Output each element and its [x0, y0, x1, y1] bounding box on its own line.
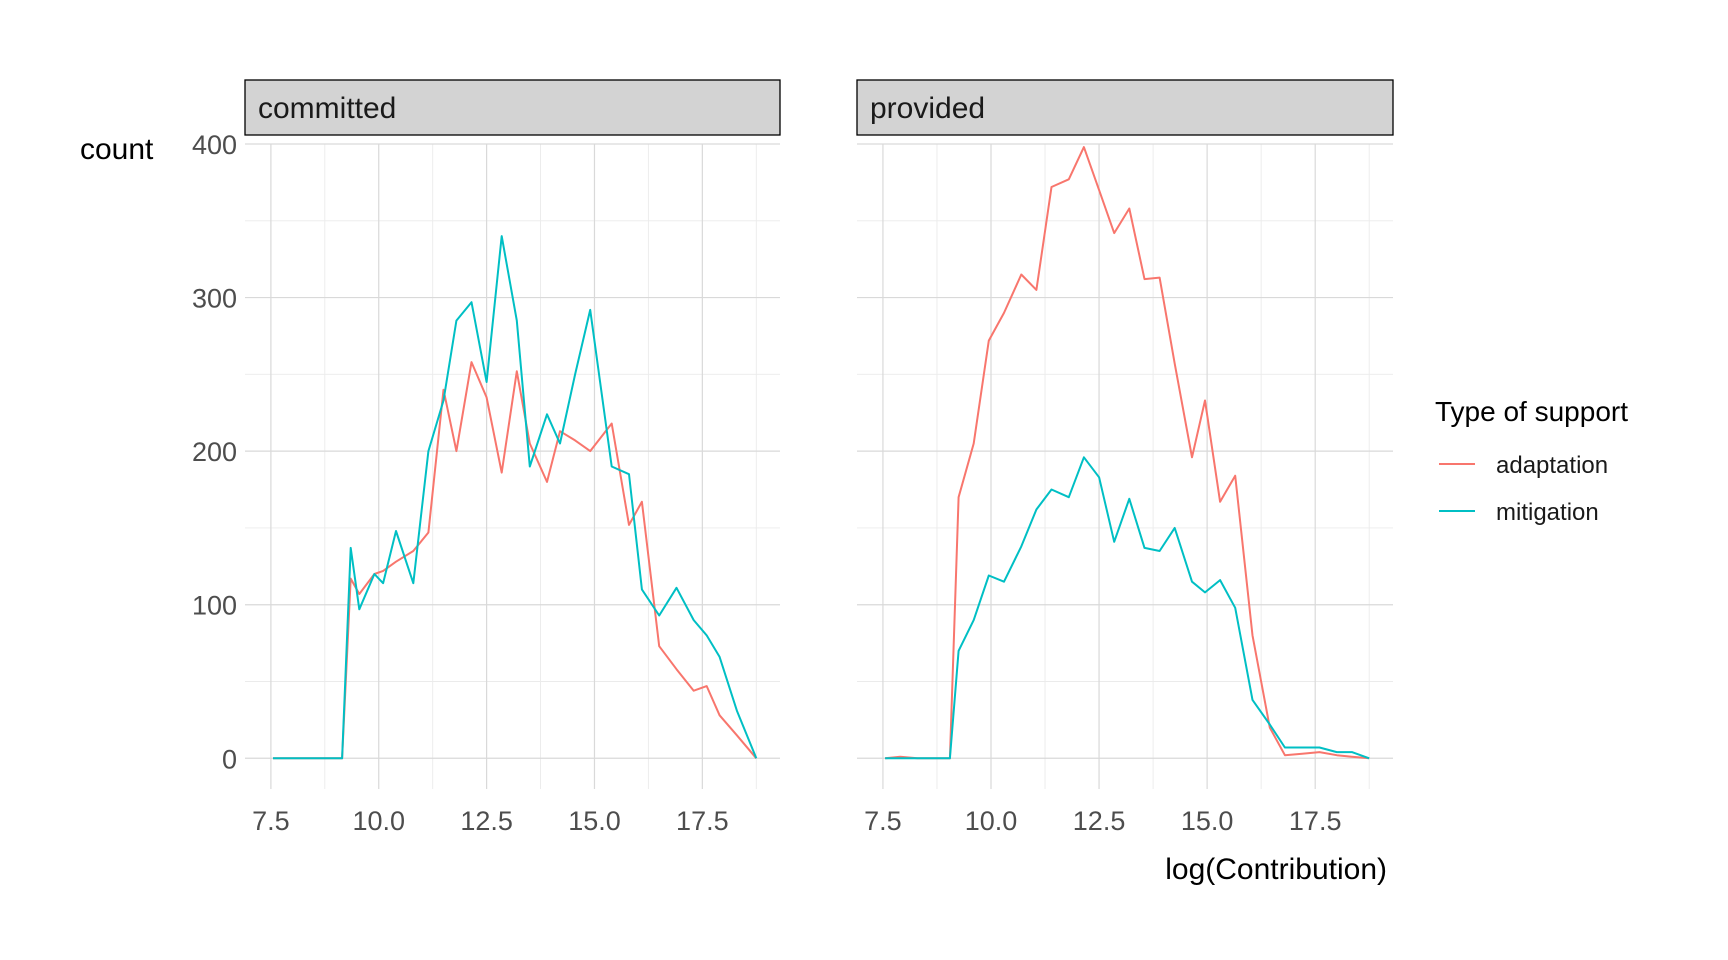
- legend-label-mitigation: mitigation: [1496, 499, 1599, 526]
- facet-strip-label: provided: [870, 92, 985, 125]
- y-tick-label: 100: [192, 591, 237, 621]
- y-tick-label: 200: [192, 437, 237, 467]
- x-axis-title: log(Contribution): [1165, 853, 1387, 886]
- panel-provided: provided 7.5 10.0 12.5 15.0 17.5: [856, 79, 1394, 836]
- legend-title: Type of support: [1435, 396, 1628, 427]
- x-tick-label: 10.0: [965, 806, 1018, 836]
- panel-committed: committed 7.5 10.0 12.5 15.0 17.5 0 100 200 300 40…: [192, 79, 781, 836]
- y-axis-title: count: [80, 133, 154, 166]
- x-tick-label: 12.5: [460, 806, 513, 836]
- y-tick-label: 400: [192, 130, 237, 160]
- legend-label-adaptation: adaptation: [1496, 452, 1608, 479]
- facet-strip: [244, 79, 781, 136]
- x-tick-label: 15.0: [1181, 806, 1234, 836]
- x-tick-label: 17.5: [676, 806, 729, 836]
- y-tick-label: 0: [222, 744, 237, 774]
- x-tick-label: 15.0: [568, 806, 621, 836]
- legend: Type of support adaptation mitigation: [1435, 396, 1628, 526]
- x-tick-label: 17.5: [1289, 806, 1342, 836]
- series-line-adaptation: [885, 146, 1370, 760]
- facet-strip: [856, 79, 1394, 136]
- x-tick-label: 7.5: [252, 806, 290, 836]
- y-tick-label: 300: [192, 284, 237, 314]
- x-tick-label: 7.5: [864, 806, 902, 836]
- series-line-adaptation: [273, 361, 758, 760]
- series-line-mitigation: [273, 235, 758, 760]
- series-line-mitigation: [885, 456, 1370, 760]
- facet-strip-label: committed: [258, 92, 396, 125]
- x-tick-label: 10.0: [352, 806, 405, 836]
- x-tick-label: 12.5: [1073, 806, 1126, 836]
